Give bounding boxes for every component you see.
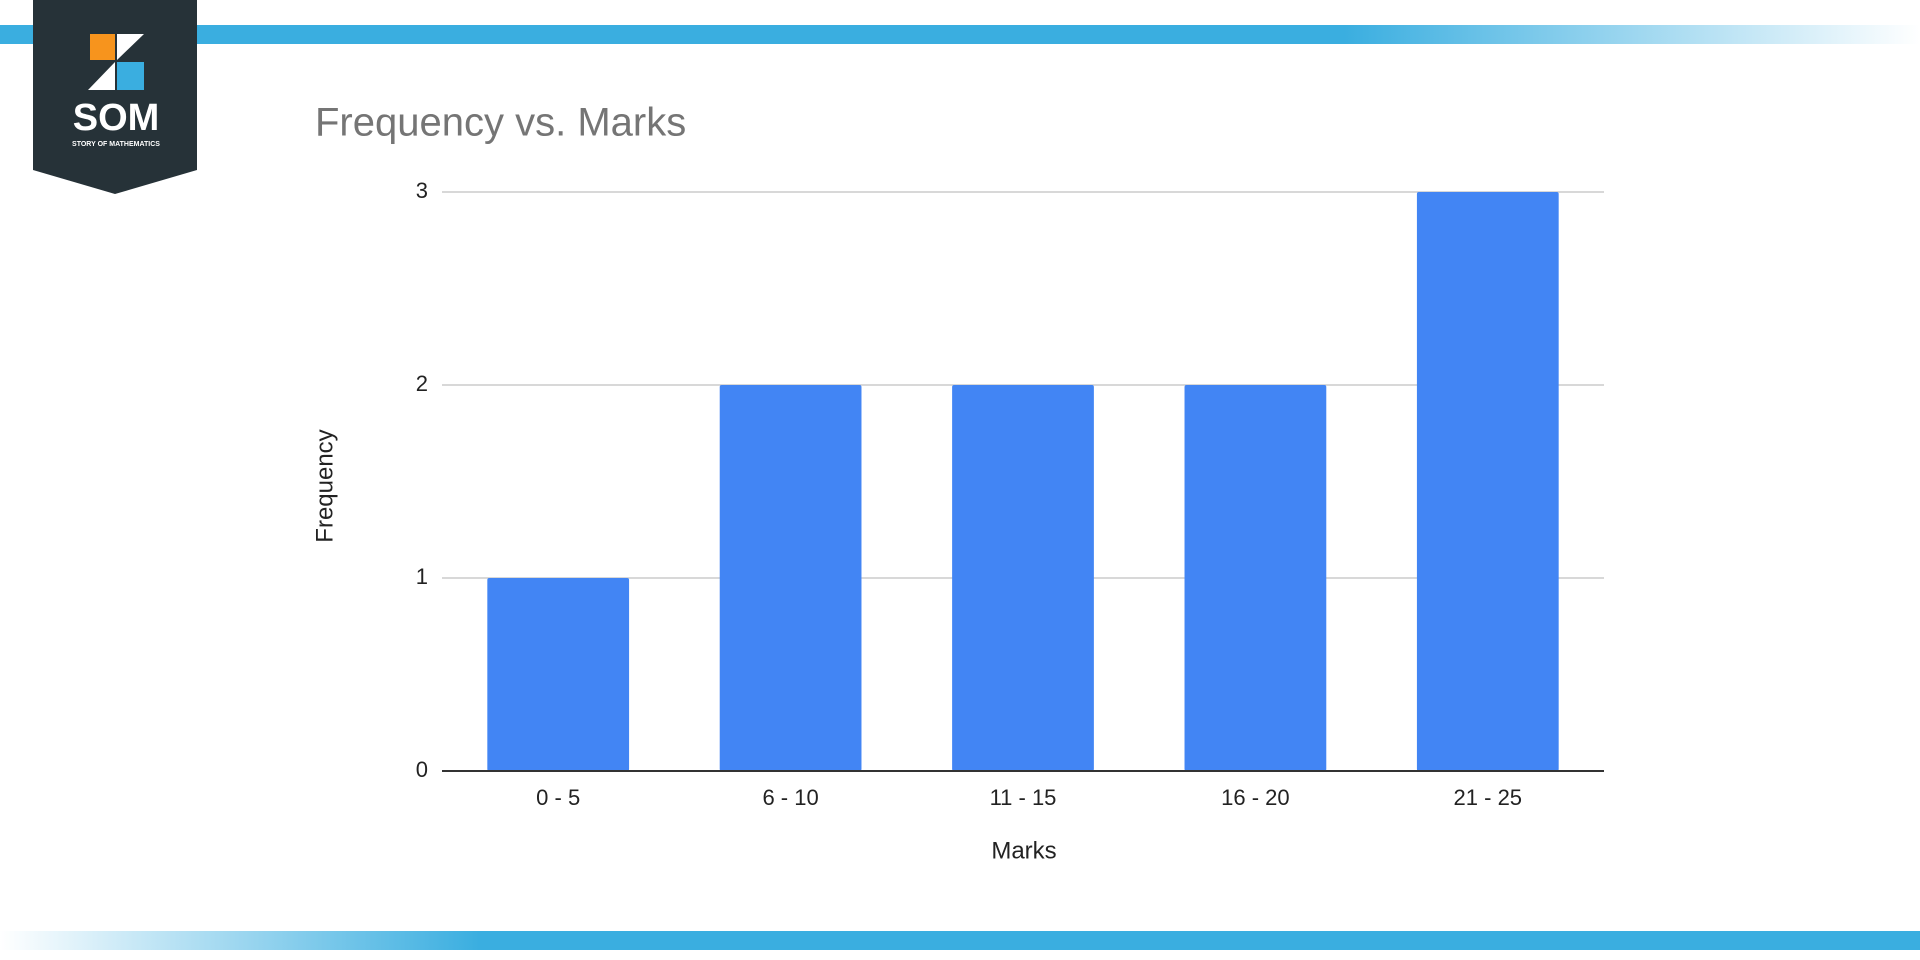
y-tick-label: 3	[416, 178, 428, 203]
logo-icon	[88, 62, 115, 90]
top-bar	[0, 25, 1920, 44]
logo-icon	[117, 34, 144, 60]
y-tick-label: 0	[416, 757, 428, 782]
x-tick-label: 11 - 15	[990, 785, 1057, 810]
y-axis-label: Frequency	[311, 429, 338, 542]
x-axis-label: Marks	[991, 837, 1056, 864]
x-tick-label: 0 - 5	[536, 785, 580, 810]
logo-icon	[117, 62, 144, 90]
x-tick-label: 16 - 20	[1221, 785, 1290, 810]
logo: SOM STORY OF MATHEMATICS	[33, 0, 197, 194]
logo-badge	[33, 0, 197, 194]
bar	[487, 578, 630, 771]
bar	[1416, 192, 1559, 771]
bottom-bar	[0, 931, 1920, 950]
logo-title: SOM	[73, 97, 160, 139]
y-tick-label: 1	[416, 564, 428, 589]
x-tick-label: 21 - 25	[1454, 785, 1523, 810]
bar	[1184, 385, 1327, 771]
logo-icon	[90, 34, 115, 60]
logo-subtitle: STORY OF MATHEMATICS	[72, 141, 160, 148]
bar	[719, 385, 862, 771]
bar	[952, 385, 1094, 771]
chart-title: Frequency vs. Marks	[315, 101, 686, 145]
x-tick-label: 6 - 10	[762, 785, 818, 810]
y-tick-label: 2	[416, 371, 428, 396]
